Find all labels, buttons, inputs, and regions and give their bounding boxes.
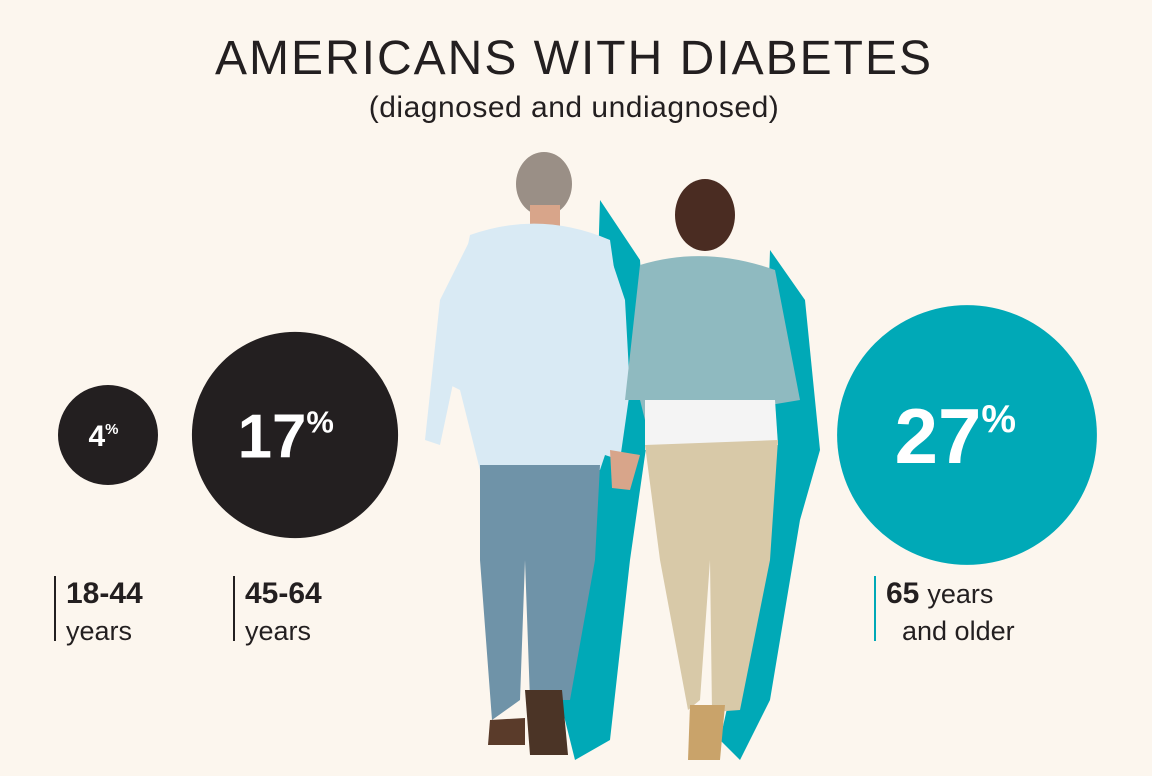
value-number: 27 [895, 392, 982, 480]
category: 18-44 [66, 577, 143, 610]
couple-photo [425, 152, 820, 760]
value-unit: % [105, 421, 118, 438]
category-label: 65 years [886, 577, 993, 610]
value-label: 17% [238, 402, 334, 471]
bubble [837, 305, 1097, 565]
category: 45-64 [245, 577, 322, 610]
value-label: 27% [895, 392, 1016, 480]
bubble [58, 385, 158, 485]
value-number: 17 [238, 402, 307, 471]
category-label: 45-64 [245, 577, 322, 610]
category: 65 [886, 577, 919, 610]
value-label: 4% [88, 420, 118, 453]
bubble [191, 331, 399, 539]
chart-subtitle: (diagnosed and undiagnosed) [369, 91, 780, 124]
category-suffix: years [66, 616, 132, 646]
category-label: 18-44 [66, 577, 143, 610]
value-unit: % [981, 398, 1016, 441]
value-number: 4 [88, 420, 105, 453]
value-unit: % [306, 405, 333, 440]
category-suffix: years [927, 579, 993, 609]
category-suffix: and older [902, 616, 1015, 646]
category-suffix: years [245, 616, 311, 646]
chart-title: AMERICANS WITH DIABETES [215, 32, 933, 85]
